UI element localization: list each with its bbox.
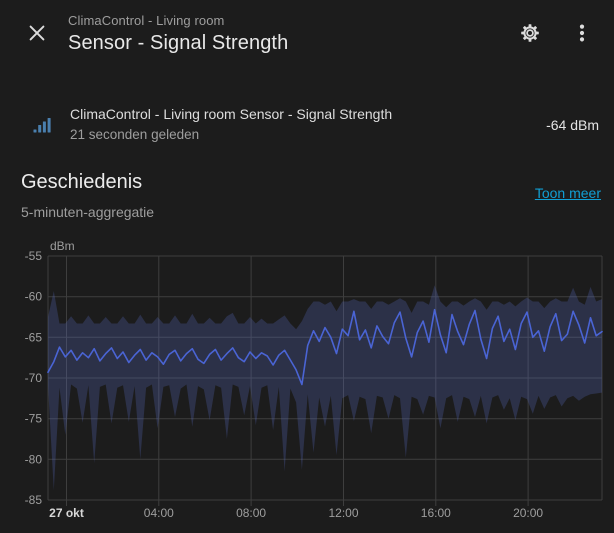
show-more-link[interactable]: Toon meer [534, 185, 601, 201]
y-tick-label: -70 [25, 371, 43, 385]
history-chart[interactable]: -55 -60 -65 -70 -75 -80 -85 27 okt 04:00 08:00 12:… [0, 236, 614, 533]
entity-state-value: -64 dBm [546, 117, 599, 133]
signal-strength-icon [33, 118, 51, 133]
y-tick-label: -65 [25, 330, 43, 344]
entity-name: ClimaControl - Living room Sensor - Sign… [70, 106, 393, 122]
history-heading: Geschiedenis [21, 171, 143, 193]
device-name: ClimaControl - Living room [68, 13, 225, 28]
x-tick-label: 27 okt [49, 506, 84, 520]
x-tick-label: 08:00 [236, 506, 266, 520]
kebab-menu-icon [579, 24, 585, 42]
y-tick-label: -75 [25, 412, 43, 426]
close-button[interactable] [17, 13, 57, 53]
dialog-title: Sensor - Signal Strength [68, 32, 289, 54]
y-tick-label: -60 [25, 290, 43, 304]
y-axis-unit-label: dBm [50, 239, 75, 253]
gear-icon [521, 24, 539, 42]
settings-button[interactable] [510, 13, 550, 53]
y-tick-label: -85 [25, 493, 43, 507]
close-icon [29, 25, 45, 41]
x-tick-label: 20:00 [513, 506, 543, 520]
y-tick-label: -55 [25, 249, 43, 263]
mean-line [47, 308, 603, 386]
x-tick-label: 12:00 [328, 506, 358, 520]
overflow-menu-button[interactable] [562, 13, 602, 53]
chart-grid: -55 -60 -65 -70 -75 -80 -85 27 okt 04:00 08:00 12:… [25, 249, 603, 520]
x-tick-label: 04:00 [144, 506, 174, 520]
aggregation-label: 5-minuten-aggregatie [21, 204, 155, 220]
entity-last-changed: 21 seconden geleden [70, 127, 200, 142]
y-tick-label: -80 [25, 452, 43, 466]
x-tick-label: 16:00 [421, 506, 451, 520]
minmax-band-area [48, 285, 602, 491]
